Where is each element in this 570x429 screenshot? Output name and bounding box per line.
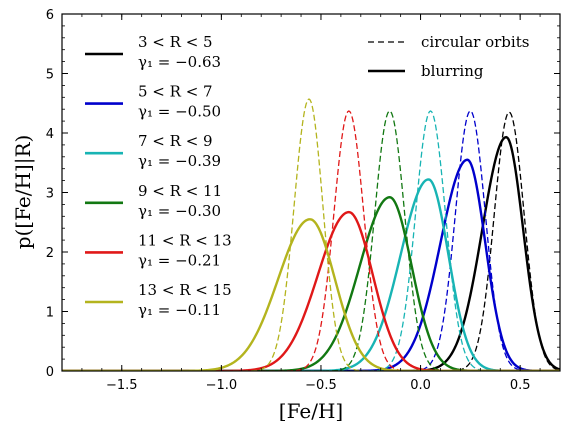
series-6-blurring-line: [62, 218, 560, 371]
plot-frame: [61, 13, 561, 372]
style-legend: circular orbits blurring: [368, 33, 529, 80]
y-tick-label: 5: [46, 68, 54, 83]
series-4-blurring-line: [62, 196, 560, 371]
curves-layer: [62, 98, 560, 371]
series-legend-range: 5 < R < 7: [138, 83, 213, 101]
series-legend-gamma: γ₁ = −0.50: [138, 103, 221, 121]
series-2-circular-orbits-line: [62, 110, 560, 371]
x-tick-label: −1.0: [206, 378, 238, 393]
y-tick-label: 1: [46, 306, 54, 321]
series-legend-range: 3 < R < 5: [138, 33, 213, 51]
series-2-blurring-line: [62, 158, 560, 371]
style-legend-label: blurring: [421, 62, 484, 80]
y-tick-label: 2: [46, 246, 54, 261]
x-axis-label: [Fe/H]: [279, 399, 343, 423]
series-legend: 3 < R < 5 γ₁ = −0.63 5 < R < 7 γ₁ = −0.50 7 …: [85, 33, 232, 319]
series-legend-gamma: γ₁ = −0.39: [138, 152, 221, 170]
series-legend-gamma: γ₁ = −0.21: [138, 251, 221, 269]
series-1-blurring-line: [62, 135, 560, 371]
series-5-circular-orbits-line: [62, 110, 560, 371]
x-tick-label: 0.5: [510, 378, 531, 393]
x-tick-label: 0.0: [410, 378, 431, 393]
series-legend-gamma: γ₁ = −0.30: [138, 202, 221, 220]
y-tick-label: 3: [46, 187, 54, 202]
series-6-circular-orbits-line: [62, 98, 560, 371]
y-tick-label: 4: [46, 127, 54, 142]
ticks-layer: −1.5 −1.0 −0.5 0.0 0.5 0 1 2 3 4 5 6: [46, 8, 561, 393]
x-tick-label: −0.5: [305, 378, 337, 393]
series-legend-range: 9 < R < 11: [138, 182, 222, 200]
style-legend-label: circular orbits: [421, 33, 529, 51]
series-5-blurring-line: [62, 210, 560, 371]
y-tick-label: 0: [46, 365, 54, 380]
x-tick-label: −1.5: [106, 378, 138, 393]
series-legend-gamma: γ₁ = −0.11: [138, 301, 221, 319]
series-legend-range: 7 < R < 9: [138, 132, 213, 150]
y-tick-label: 6: [46, 8, 54, 23]
series-legend-gamma: γ₁ = −0.63: [138, 53, 221, 71]
series-legend-range: 11 < R < 13: [138, 231, 232, 249]
series-legend-range: 13 < R < 15: [138, 281, 232, 299]
y-axis-label: p([Fe/H]|R): [11, 135, 36, 250]
